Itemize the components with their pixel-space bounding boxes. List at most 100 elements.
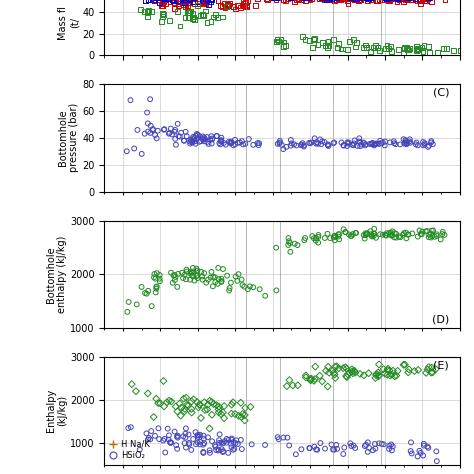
Point [210,273,217,281]
Point [188,0,196,1]
Point [374,0,382,5]
Point [193,0,201,5]
Point [181,0,189,3]
Point [233,437,240,444]
Point [189,0,197,5]
Point [321,138,328,146]
Point [188,15,196,23]
Point [156,271,164,279]
Point [177,412,184,419]
Point [192,140,200,147]
Point [141,130,148,137]
Point [396,233,404,241]
Point [173,408,181,415]
Point [145,7,152,14]
Point [342,228,349,236]
Point [225,1,232,9]
Point [187,270,194,278]
Point [208,398,216,406]
Point [162,449,169,456]
Point [208,140,216,147]
Point [242,0,249,6]
Point [381,142,389,149]
Point [161,435,168,443]
Point [159,0,166,7]
Point [165,17,173,24]
Point [388,48,396,55]
Point [436,431,444,438]
Point [236,139,244,146]
Point [408,0,415,3]
Point [355,37,363,45]
Point [343,365,350,373]
Point [221,438,228,445]
Point [375,361,383,368]
Point [144,13,151,21]
Point [190,435,197,443]
Point [158,425,165,432]
Point [185,431,192,438]
Point [425,233,433,241]
Point [179,0,186,2]
Point [319,39,326,46]
Point [228,436,236,444]
Point [362,41,370,49]
Point [339,46,346,53]
Point [312,446,320,453]
Point [219,447,227,455]
Point [308,375,315,383]
Point [204,276,212,283]
Point [159,10,166,18]
Point [363,230,371,238]
Point [402,229,410,237]
Point [225,429,232,437]
Point [401,0,409,3]
Point [218,137,225,144]
Point [194,433,202,441]
Point [167,398,175,405]
Point [387,0,394,1]
Point [351,137,358,144]
Point [181,1,189,9]
Point [172,0,180,3]
Point [185,9,193,17]
Point [395,0,403,4]
Point [188,405,195,413]
Point [144,0,152,4]
Point [369,139,376,146]
Point [191,16,199,23]
Point [298,446,305,453]
Point [219,439,227,447]
Point [393,0,401,3]
Point [367,232,375,239]
Point [208,132,215,140]
Point [228,444,235,451]
Point [226,139,234,146]
Point [128,380,136,388]
Point [146,436,154,443]
Point [197,137,205,145]
Point [155,0,162,3]
Point [333,423,341,430]
Point [194,438,201,446]
Point [379,139,386,146]
Point [241,0,248,7]
Point [342,373,350,380]
Point [355,0,363,4]
Point [280,434,287,441]
Point [344,46,351,53]
Point [374,44,381,52]
Point [323,0,330,3]
Point [245,135,253,143]
Point [350,423,357,430]
Point [143,429,150,437]
Point [280,0,287,3]
Point [299,139,306,147]
Point [389,443,397,450]
Point [284,241,292,249]
Point [186,138,194,146]
Point [173,445,181,453]
Point [228,401,236,409]
Point [318,425,326,432]
Point [270,0,278,1]
